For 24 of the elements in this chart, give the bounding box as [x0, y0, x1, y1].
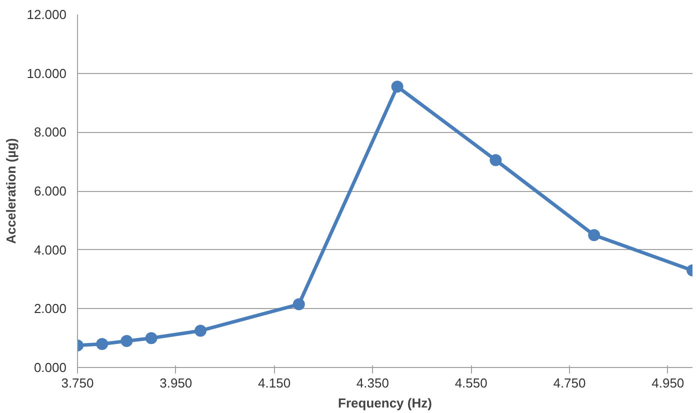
point [490, 154, 502, 166]
y-tick-label: 8.000 [34, 124, 67, 140]
x-tick-label: 4.950 [652, 376, 684, 390]
point [120, 335, 133, 348]
x-tick-label: 4.150 [258, 376, 291, 390]
point [391, 80, 404, 93]
y-axis-title: Acceleration (µg) [4, 138, 19, 244]
point [588, 229, 600, 242]
point [96, 338, 108, 350]
x-axis-title: Frequency (Hz) [338, 396, 432, 410]
point [292, 298, 305, 310]
y-tick-label: 10.000 [26, 66, 67, 81]
x-tick-label: 4.550 [454, 376, 488, 390]
x-tick-label: 4.750 [553, 376, 586, 390]
point [194, 324, 206, 337]
y-tick-label: 2.000 [34, 301, 67, 316]
y-tick-label: 0.000 [34, 360, 67, 375]
point [145, 332, 158, 344]
x-tick-label: 3.750 [61, 376, 94, 390]
y-tick-label: 12.000 [26, 7, 67, 22]
y-tick-label: 4.000 [34, 242, 67, 258]
x-tick-label: 4.350 [356, 376, 389, 390]
y-tick-label: 6.000 [34, 184, 67, 198]
x-tick-label: 3.950 [160, 376, 192, 390]
